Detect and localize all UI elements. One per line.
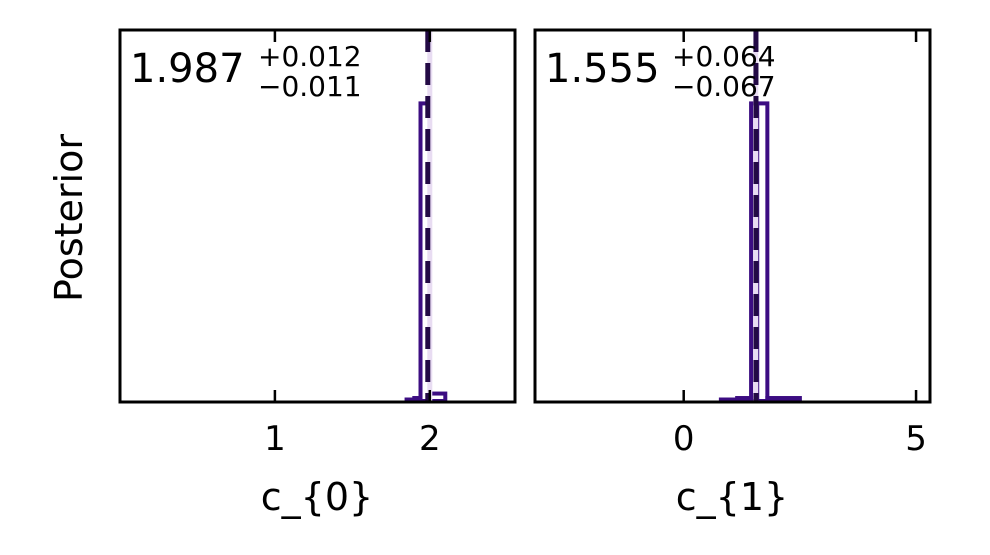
- x-tick-label: 2: [419, 419, 441, 459]
- upper-error-c1: +0.064: [672, 40, 776, 73]
- x-axis-label-c1: c_{1}: [676, 475, 788, 519]
- upper-error-c0: +0.012: [258, 40, 362, 73]
- y-axis-label: Posterior: [47, 134, 91, 302]
- x-tick-label: 0: [673, 419, 695, 459]
- median-value-c0: 1.987: [130, 46, 245, 92]
- median-stat-c0: 1.987 +0.012 −0.011: [130, 40, 367, 103]
- x-axis-label-c0: c_{0}: [261, 475, 373, 519]
- lower-error-c0: −0.011: [258, 70, 362, 103]
- median-stat-c1: 1.555 +0.064 −0.067: [545, 40, 781, 103]
- reference-lines-c0: [425, 30, 433, 401]
- lower-error-c1: −0.067: [672, 70, 776, 103]
- axes-frame-c0: [118, 28, 517, 404]
- x-tick-label: 1: [264, 419, 286, 459]
- axes-frame-c1: [533, 28, 932, 404]
- histogram-c1: [718, 101, 802, 404]
- hist-bar: [755, 101, 770, 404]
- median-value-c1: 1.555: [545, 46, 660, 92]
- x-tick-label: 5: [905, 419, 927, 459]
